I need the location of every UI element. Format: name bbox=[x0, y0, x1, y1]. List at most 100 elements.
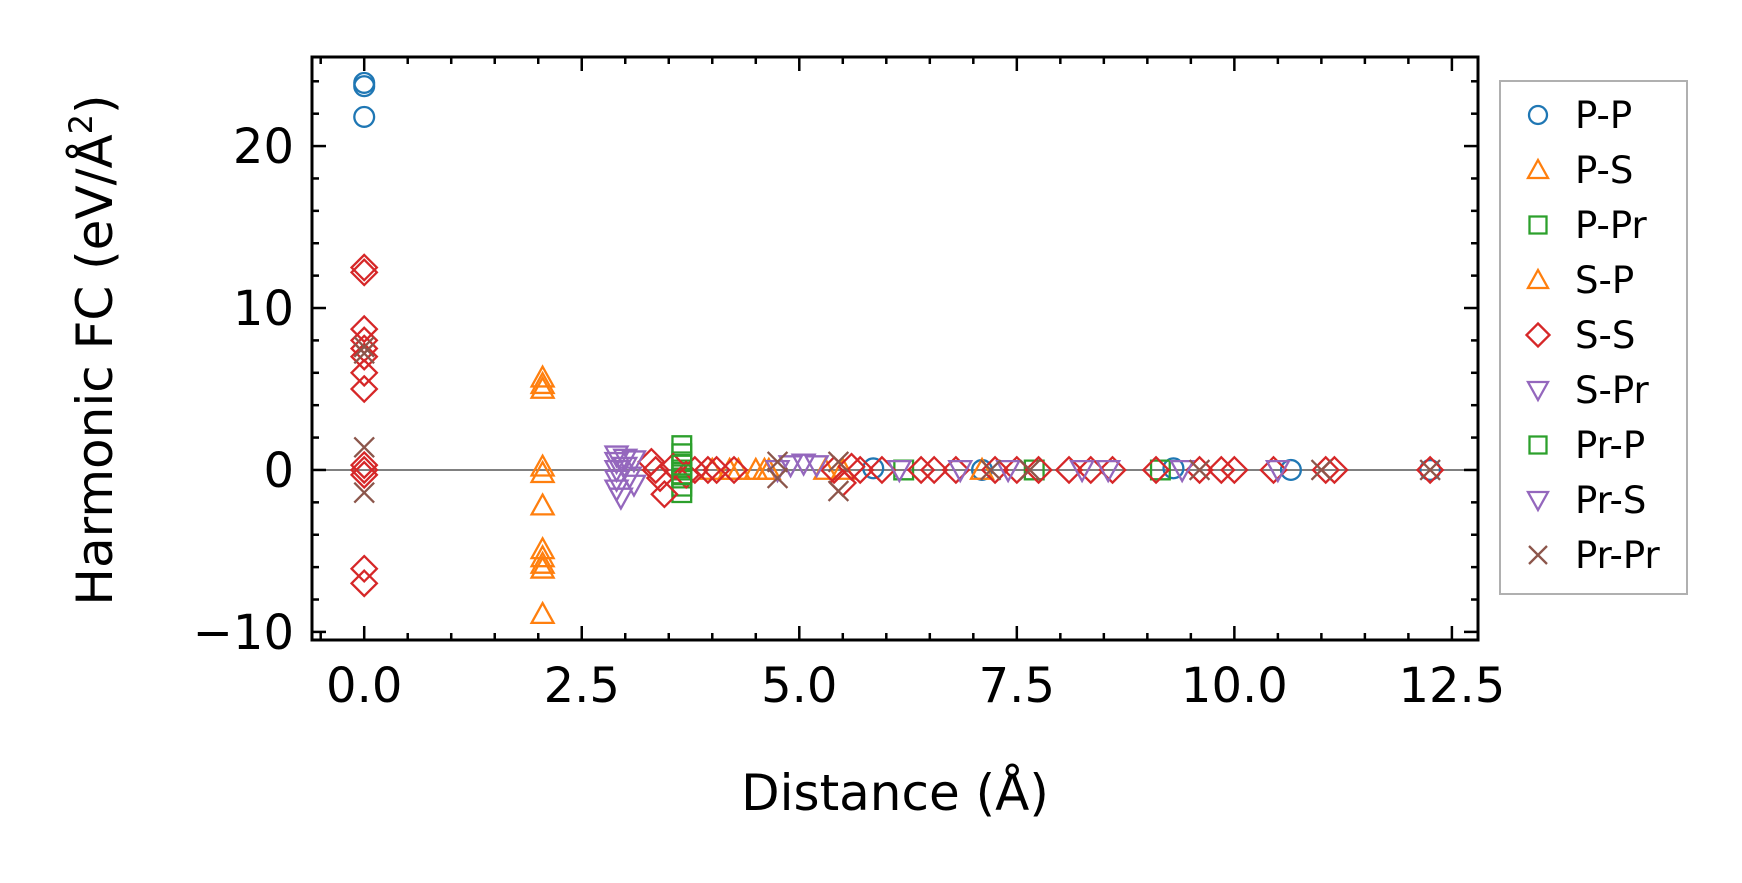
data-point-Pr-S bbox=[1095, 460, 1122, 484]
legend-item-Pr-Pr: Pr-Pr bbox=[1528, 534, 1661, 577]
data-point-P-P bbox=[1162, 457, 1185, 480]
data-point-S-S bbox=[1207, 455, 1236, 485]
legend-item-Pr-P: Pr-P bbox=[1528, 424, 1645, 467]
data-point-S-Pr bbox=[612, 448, 639, 472]
y-axis-label-main: Harmonic FC (eV/Å bbox=[66, 134, 124, 605]
x-tick-label: 10.0 bbox=[1181, 658, 1288, 714]
data-point-S-S bbox=[349, 314, 379, 344]
data-point-Pr-Pr bbox=[353, 481, 375, 504]
legend-frame bbox=[1499, 80, 1688, 595]
data-point-P-S bbox=[529, 364, 556, 388]
data-point-S-S bbox=[1259, 455, 1288, 485]
legend-item-Pr-S: Pr-S bbox=[1526, 479, 1646, 522]
data-point-Pr-Pr bbox=[353, 436, 375, 458]
data-point-S-S bbox=[349, 569, 379, 598]
legend-item-S-P: S-P bbox=[1526, 259, 1634, 302]
data-point-Pr-S bbox=[947, 460, 974, 484]
data-point-Pr-Pr bbox=[827, 480, 850, 502]
legend-label-S-Pr: S-Pr bbox=[1575, 369, 1649, 412]
data-point-Pr-Pr bbox=[1310, 459, 1333, 481]
data-point-S-S bbox=[1220, 455, 1249, 485]
data-point-S-S bbox=[906, 455, 936, 485]
legend-item-S-Pr: S-Pr bbox=[1526, 369, 1649, 412]
data-point-S-S bbox=[349, 455, 379, 485]
data-point-P-P bbox=[353, 75, 376, 98]
data-point-S-S bbox=[650, 479, 679, 509]
data-point-Pr-P bbox=[671, 464, 693, 486]
legend-marker-Pr-P bbox=[1528, 435, 1548, 455]
data-point-S-S bbox=[845, 455, 875, 485]
data-point-Pr-Pr bbox=[353, 336, 375, 358]
data-point-P-S bbox=[529, 370, 556, 395]
y-tick-label: −10 bbox=[193, 605, 294, 661]
x-tick-label: 12.5 bbox=[1398, 658, 1505, 714]
x-tick-label: 5.0 bbox=[761, 658, 837, 714]
data-point-S-Pr bbox=[621, 474, 647, 498]
y-tick-label: 10 bbox=[233, 281, 294, 337]
data-point-Pr-Pr bbox=[1188, 459, 1211, 481]
legend-marker-S-P bbox=[1526, 267, 1550, 290]
data-point-S-S bbox=[349, 253, 379, 282]
legend-label-Pr-S: Pr-S bbox=[1575, 479, 1646, 522]
legend-marker-P-P bbox=[1527, 104, 1549, 126]
data-point-P-S bbox=[529, 600, 556, 625]
legend-marker-S-Pr bbox=[1526, 380, 1550, 403]
data-point-S-S bbox=[1024, 455, 1053, 485]
data-point-Pr-S bbox=[1169, 460, 1196, 484]
plot-area bbox=[312, 71, 1478, 625]
data-point-P-S bbox=[529, 555, 556, 579]
data-point-S-S bbox=[349, 258, 379, 287]
data-point-P-S bbox=[529, 544, 556, 568]
data-point-P-Pr bbox=[1149, 459, 1171, 481]
legend: P-P P-S P-Pr S-P S-S S-Pr Pr-P Pr-S Pr-Pr bbox=[1499, 80, 1688, 595]
data-point-S-S bbox=[641, 455, 670, 485]
data-point-P-S bbox=[529, 492, 556, 516]
series-Pr-Pr bbox=[353, 336, 1441, 504]
data-point-S-S bbox=[719, 455, 749, 485]
data-point-S-Pr bbox=[803, 455, 830, 479]
data-point-Pr-S bbox=[1264, 460, 1291, 484]
data-point-S-S bbox=[919, 455, 949, 485]
y-tick-label: 0 bbox=[263, 443, 294, 499]
legend-item-S-S: S-S bbox=[1524, 314, 1635, 357]
legend-label-P-Pr: P-Pr bbox=[1575, 204, 1648, 247]
data-point-S-Pr bbox=[603, 445, 630, 469]
data-point-Pr-Pr bbox=[980, 459, 1002, 481]
y-tick-label: 20 bbox=[233, 119, 294, 175]
data-point-S-S bbox=[349, 358, 379, 388]
data-point-Pr-Pr bbox=[353, 342, 375, 365]
data-point-P-S bbox=[529, 453, 556, 477]
x-tick-label: 0.0 bbox=[326, 658, 402, 714]
data-point-Pr-S bbox=[1069, 460, 1096, 484]
data-point-S-Pr bbox=[607, 487, 634, 511]
legend-marker-Pr-Pr bbox=[1528, 545, 1548, 565]
x-tick-label: 2.5 bbox=[544, 658, 620, 714]
x-axis-label: Distance (Å) bbox=[741, 764, 1049, 822]
data-point-P-P bbox=[1419, 458, 1442, 482]
data-point-S-S bbox=[941, 455, 971, 485]
tick-labels: 0.0 2.5 5.0 7.5 10.0 12.5 −10 0 10 20 bbox=[193, 119, 1506, 714]
data-point-P-S bbox=[529, 375, 556, 399]
data-point-S-S bbox=[349, 342, 379, 371]
legend-marker-P-S bbox=[1526, 157, 1550, 180]
data-point-P-S bbox=[529, 550, 556, 574]
legend-item-P-S: P-S bbox=[1526, 149, 1633, 192]
data-point-Pr-Pr bbox=[827, 451, 850, 473]
plot-frame bbox=[310, 55, 1480, 642]
series-Pr-P bbox=[671, 454, 693, 486]
legend-marker-P-Pr bbox=[1528, 215, 1548, 235]
legend-label-P-S: P-S bbox=[1575, 149, 1633, 192]
data-point-Pr-Pr bbox=[766, 467, 789, 489]
legend-item-P-Pr: P-Pr bbox=[1528, 204, 1648, 247]
data-point-S-S bbox=[693, 455, 723, 485]
x-tick-label: 7.5 bbox=[979, 658, 1055, 714]
legend-item-P-P: P-P bbox=[1527, 94, 1632, 137]
y-axis-label-superscript: 2 bbox=[62, 114, 100, 134]
data-point-P-P bbox=[353, 105, 376, 128]
data-point-S-S bbox=[837, 452, 866, 481]
legend-marker-Pr-S bbox=[1526, 490, 1550, 513]
data-point-Pr-S bbox=[995, 460, 1022, 484]
data-point-S-S bbox=[1141, 455, 1171, 485]
